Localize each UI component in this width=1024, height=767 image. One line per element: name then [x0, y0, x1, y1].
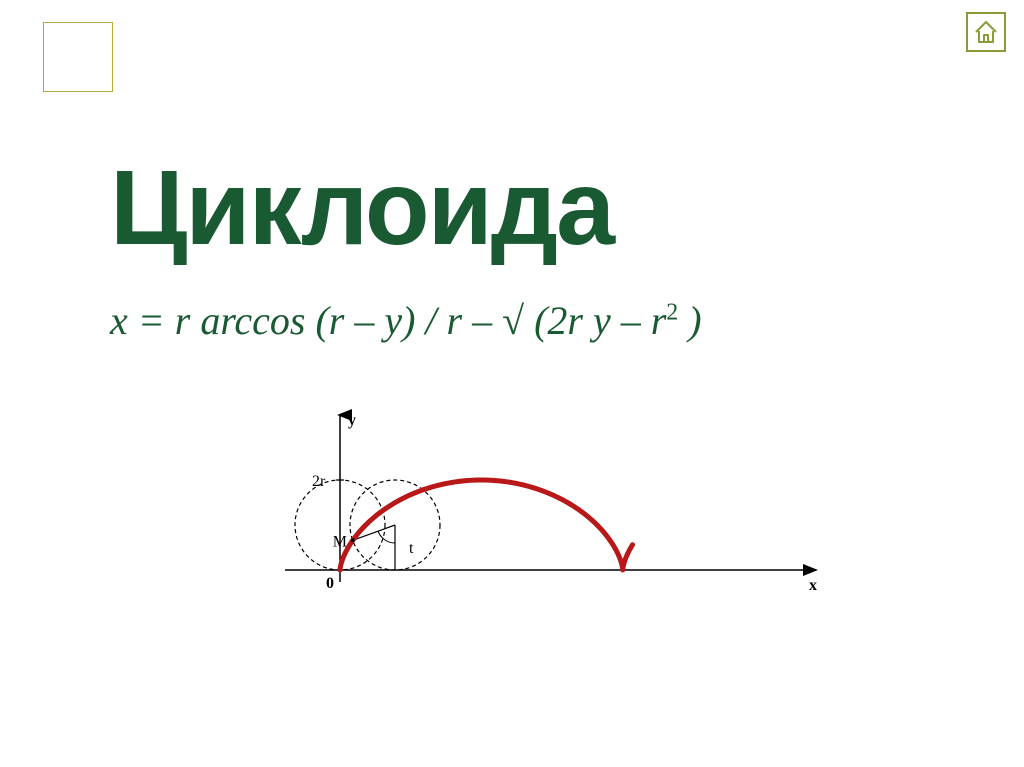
equation: x = r arccos (r – y) / r – √ (2r y – r2 … — [110, 297, 702, 344]
svg-text:M: M — [333, 533, 347, 550]
equation-suffix: ) — [678, 298, 701, 343]
svg-text:t: t — [409, 540, 414, 557]
svg-text:x: x — [809, 577, 817, 594]
equation-prefix: x = r arccos (r – y) / r – √ (2r y – r — [110, 298, 666, 343]
equation-exponent: 2 — [666, 300, 678, 326]
home-button[interactable] — [966, 12, 1006, 52]
svg-text:2r: 2r — [312, 473, 326, 490]
page-title: Циклоида — [110, 148, 613, 269]
home-icon — [972, 18, 1000, 46]
svg-text:0: 0 — [326, 575, 334, 592]
cycloid-graph: 0 x y 2r Mt — [260, 405, 820, 605]
svg-text:y: y — [348, 412, 356, 429]
decorative-frame — [43, 22, 113, 92]
